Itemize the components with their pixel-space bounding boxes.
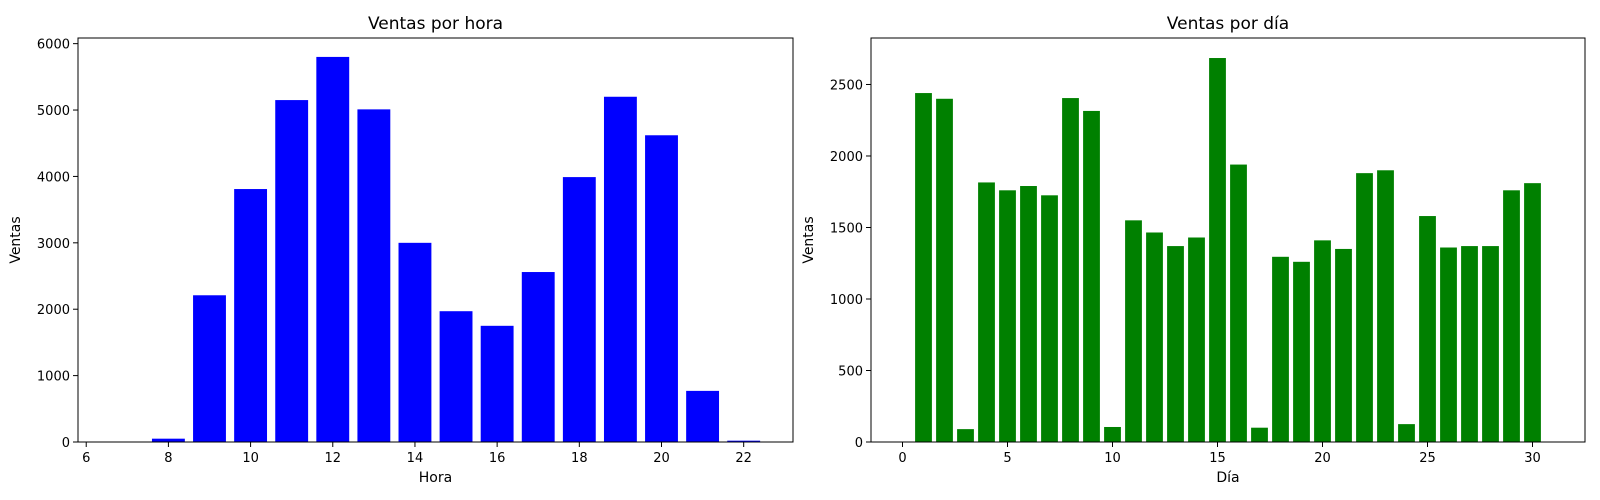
x-tick-label: 10 — [1104, 451, 1121, 466]
bar — [1356, 173, 1373, 442]
x-tick-label: 15 — [1209, 451, 1226, 466]
bar — [562, 177, 596, 443]
bar — [480, 325, 514, 442]
bar — [234, 189, 268, 442]
bar — [275, 100, 309, 442]
y-tick-label: 0 — [855, 436, 863, 451]
bar — [1293, 261, 1310, 442]
x-tick-label: 16 — [489, 451, 506, 466]
bar — [1272, 256, 1289, 442]
chart-title: Ventas por hora — [368, 14, 503, 34]
bar — [686, 390, 720, 442]
x-tick-label: 5 — [1003, 451, 1011, 466]
bar — [1335, 248, 1352, 442]
y-tick-label: 3000 — [37, 237, 70, 252]
bar — [357, 109, 391, 442]
y-axis-label: Ventas — [801, 216, 817, 263]
x-axis-label: Día — [1216, 470, 1239, 486]
x-tick-label: 14 — [407, 451, 424, 466]
bar — [1062, 98, 1079, 442]
x-tick-label: 10 — [242, 451, 259, 466]
bar — [999, 190, 1016, 442]
bar — [1398, 424, 1415, 442]
bar — [521, 272, 555, 442]
y-tick-label: 0 — [62, 436, 70, 451]
x-tick-label: 20 — [1314, 451, 1331, 466]
y-tick-label: 2000 — [830, 150, 863, 165]
x-tick-label: 20 — [653, 451, 670, 466]
bar — [1314, 240, 1331, 442]
y-tick-label: 1000 — [37, 370, 70, 385]
x-tick-label: 18 — [571, 451, 588, 466]
y-tick-label: 6000 — [37, 38, 70, 53]
x-tick-label: 8 — [164, 451, 172, 466]
bar — [193, 295, 226, 442]
bar — [1020, 186, 1037, 442]
bar — [1230, 164, 1247, 442]
plot-frame — [870, 37, 1586, 443]
bar — [398, 242, 432, 442]
x-tick-label: 30 — [1524, 451, 1541, 466]
bar — [439, 311, 473, 442]
bar — [1188, 237, 1205, 442]
bar — [1083, 110, 1100, 443]
bar — [603, 96, 637, 442]
bar — [1041, 195, 1058, 442]
bar — [915, 93, 932, 442]
chart-sales-by-hour: 6 8 10 12 14 16 18 20 22 0 1000 2000 3000 4000 5000 600… — [8, 14, 794, 486]
bar — [1125, 220, 1142, 442]
y-tick-label: 500 — [838, 364, 863, 379]
bar — [1419, 216, 1436, 442]
plot-frame — [77, 37, 794, 443]
bar — [1377, 170, 1394, 442]
x-axis-label: Hora — [419, 470, 452, 486]
bar — [1461, 246, 1478, 442]
y-tick-label: 4000 — [37, 170, 70, 185]
bar — [1503, 190, 1520, 442]
bar — [978, 182, 995, 442]
x-tick-label: 6 — [82, 451, 90, 466]
x-tick-label: 22 — [735, 451, 752, 466]
bar — [1482, 246, 1499, 442]
y-tick-label: 2500 — [830, 78, 863, 93]
x-tick-label: 12 — [324, 451, 341, 466]
bar — [1440, 247, 1457, 442]
bar — [1104, 426, 1121, 442]
bar — [957, 429, 974, 442]
bar — [1524, 183, 1541, 442]
bar — [645, 135, 678, 442]
x-tick-label: 0 — [898, 451, 906, 466]
y-tick-label: 1000 — [830, 293, 863, 308]
y-tick-label: 2000 — [37, 303, 70, 318]
bar — [1209, 58, 1226, 442]
bar — [316, 56, 350, 443]
y-tick-label: 5000 — [37, 104, 70, 119]
bar — [1146, 232, 1163, 442]
bar — [1251, 427, 1268, 442]
chart-sales-by-day: 0 5 10 15 20 25 30 0 500 1000 1500 2000 2500 Ventas p… — [801, 14, 1586, 486]
bar — [1167, 246, 1184, 442]
chart-title: Ventas por día — [1167, 14, 1289, 34]
bar — [727, 440, 761, 442]
y-tick-label: 1500 — [830, 221, 863, 236]
bar — [151, 438, 185, 442]
y-axis-label: Ventas — [8, 216, 24, 263]
x-tick-label: 25 — [1419, 451, 1436, 466]
bar — [936, 98, 953, 443]
